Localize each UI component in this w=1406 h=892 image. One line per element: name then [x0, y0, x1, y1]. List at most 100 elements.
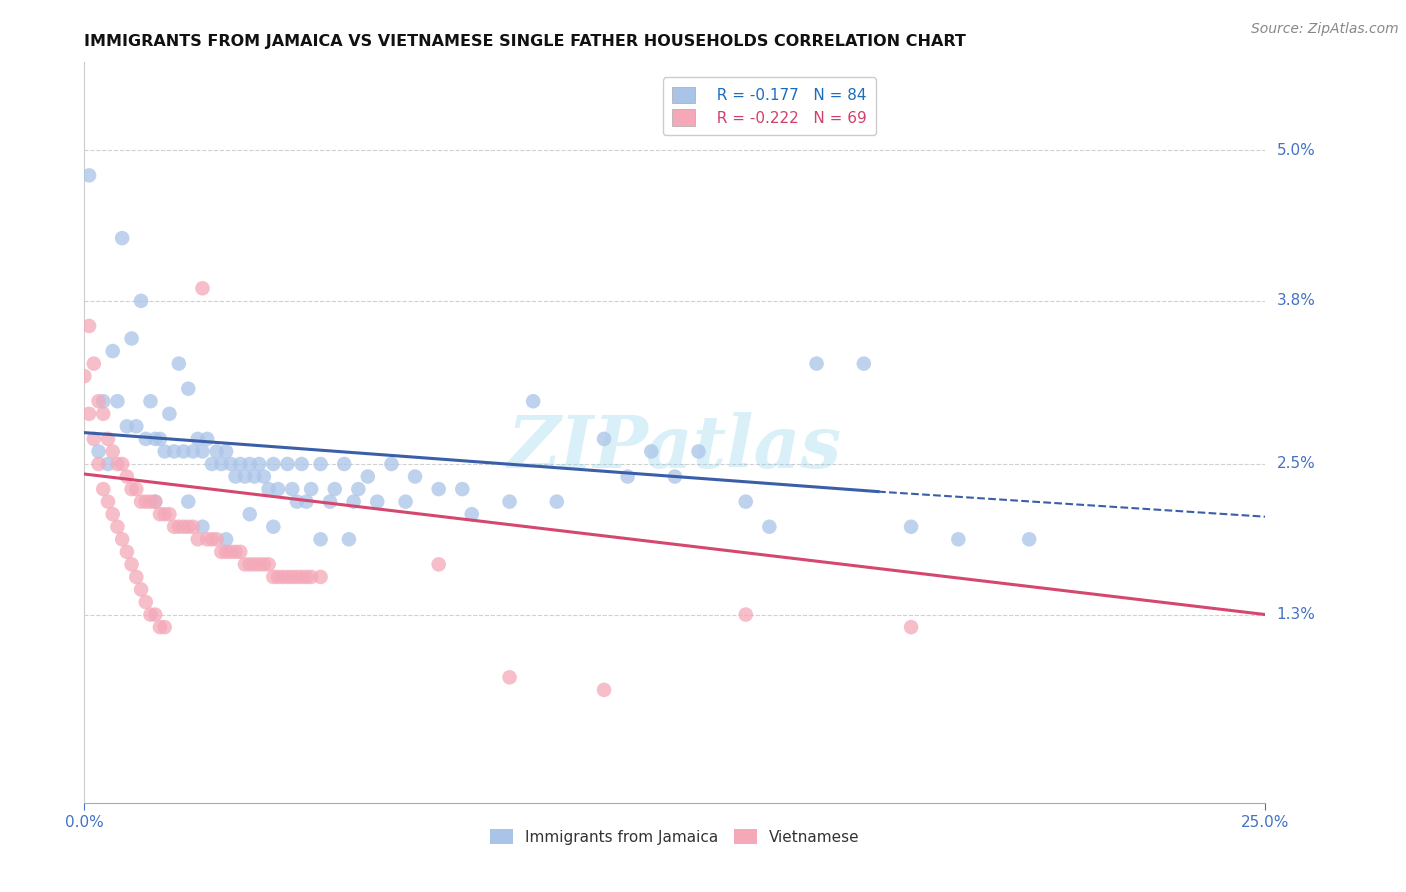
Point	[135, 595, 157, 609]
Point	[291, 457, 314, 471]
Point	[73, 369, 96, 384]
Point	[257, 558, 280, 572]
Point	[734, 607, 756, 622]
Point	[299, 570, 322, 584]
Point	[173, 520, 195, 534]
Point	[77, 169, 100, 183]
Point	[233, 469, 256, 483]
Point	[101, 344, 124, 359]
Point	[87, 457, 110, 471]
Point	[97, 457, 120, 471]
Point	[97, 494, 120, 508]
Point	[101, 507, 124, 521]
Point	[616, 469, 638, 483]
Point	[201, 533, 224, 547]
Point	[319, 494, 342, 508]
Text: ZIPatlas: ZIPatlas	[508, 412, 842, 483]
Point	[157, 407, 180, 421]
Point	[299, 482, 322, 496]
Text: 3.8%: 3.8%	[1277, 293, 1316, 309]
Point	[309, 457, 332, 471]
Point	[121, 482, 143, 496]
Point	[498, 670, 520, 684]
Point	[225, 545, 247, 559]
Point	[83, 432, 105, 446]
Point	[91, 482, 114, 496]
Point	[77, 318, 100, 333]
Point	[187, 533, 209, 547]
Point	[125, 570, 148, 584]
Point	[167, 357, 190, 371]
Point	[291, 570, 314, 584]
Point	[546, 494, 568, 508]
Point	[253, 558, 276, 572]
Point	[852, 357, 875, 371]
Point	[281, 570, 304, 584]
Point	[97, 432, 120, 446]
Text: 5.0%: 5.0%	[1277, 143, 1315, 158]
Point	[173, 444, 195, 458]
Point	[461, 507, 484, 521]
Point	[276, 570, 298, 584]
Point	[333, 457, 356, 471]
Point	[143, 432, 166, 446]
Point	[181, 520, 204, 534]
Point	[262, 520, 284, 534]
Point	[149, 620, 172, 634]
Point	[191, 281, 214, 295]
Point	[427, 558, 450, 572]
Point	[394, 494, 416, 508]
Point	[149, 432, 172, 446]
Point	[243, 558, 266, 572]
Point	[900, 520, 922, 534]
Point	[229, 457, 252, 471]
Point	[404, 469, 426, 483]
Point	[225, 469, 247, 483]
Point	[107, 520, 129, 534]
Point	[688, 444, 710, 458]
Point	[83, 357, 105, 371]
Point	[267, 482, 290, 496]
Point	[129, 582, 152, 597]
Point	[427, 482, 450, 496]
Point	[107, 457, 129, 471]
Point	[247, 457, 270, 471]
Point	[323, 482, 346, 496]
Point	[87, 444, 110, 458]
Point	[734, 494, 756, 508]
Point	[285, 494, 308, 508]
Point	[135, 432, 157, 446]
Point	[139, 394, 162, 409]
Point	[191, 520, 214, 534]
Point	[177, 494, 200, 508]
Point	[157, 507, 180, 521]
Point	[498, 494, 520, 508]
Point	[205, 444, 228, 458]
Point	[153, 620, 176, 634]
Legend: Immigrants from Jamaica, Vietnamese: Immigrants from Jamaica, Vietnamese	[484, 822, 866, 851]
Point	[209, 457, 232, 471]
Point	[201, 457, 224, 471]
Point	[239, 457, 262, 471]
Point	[139, 607, 162, 622]
Point	[215, 444, 238, 458]
Point	[337, 533, 360, 547]
Point	[101, 444, 124, 458]
Point	[215, 545, 238, 559]
Point	[271, 570, 294, 584]
Point	[139, 494, 162, 508]
Point	[115, 419, 138, 434]
Point	[143, 494, 166, 508]
Point	[900, 620, 922, 634]
Point	[281, 482, 304, 496]
Point	[205, 533, 228, 547]
Point	[366, 494, 388, 508]
Point	[77, 407, 100, 421]
Point	[309, 570, 332, 584]
Point	[209, 545, 232, 559]
Text: 2.5%: 2.5%	[1277, 457, 1315, 472]
Point	[522, 394, 544, 409]
Point	[295, 570, 318, 584]
Point	[253, 469, 276, 483]
Point	[91, 394, 114, 409]
